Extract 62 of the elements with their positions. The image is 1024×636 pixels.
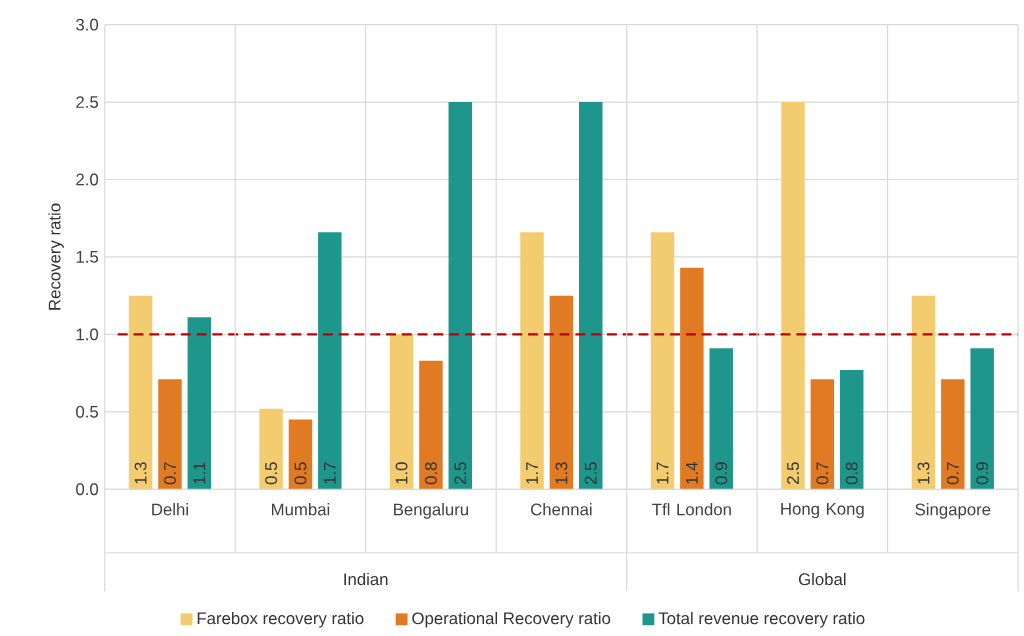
y-tick-label: 3.0 xyxy=(76,18,99,31)
bar xyxy=(680,267,704,490)
y-tick-label: 0.0 xyxy=(76,483,99,496)
bar xyxy=(520,232,544,490)
bar xyxy=(259,408,283,490)
bar xyxy=(448,102,473,490)
bar xyxy=(650,232,675,490)
data-label: 1.0 xyxy=(395,462,408,484)
data-label: 0.5 xyxy=(294,462,307,485)
data-label: 2.5 xyxy=(454,462,467,484)
data-label: 1.4 xyxy=(686,461,698,484)
bar xyxy=(911,295,936,490)
x-tick-label: Chennai xyxy=(531,503,592,516)
y-tick-label: 1.0 xyxy=(76,328,99,341)
x-tick-label: Tfl London xyxy=(652,503,731,516)
x-tick-label: Mumbai xyxy=(271,503,330,516)
bar xyxy=(318,232,342,490)
data-label: 0.9 xyxy=(976,462,989,485)
x-tick-label: Bengaluru xyxy=(394,503,468,519)
bar xyxy=(810,379,835,490)
text: Indian xyxy=(344,572,388,586)
bar xyxy=(128,295,153,490)
bar xyxy=(187,317,212,490)
data-label: 0.7 xyxy=(946,462,959,485)
bar xyxy=(970,348,994,490)
data-label: 1.3 xyxy=(555,462,568,484)
legend-label: Operational Recovery ratio xyxy=(412,611,611,628)
bar xyxy=(288,419,313,490)
x-tick-label: Singapore xyxy=(915,503,991,519)
data-label: 1.3 xyxy=(917,462,930,484)
bar xyxy=(389,334,414,490)
bar xyxy=(709,348,733,490)
x-tick-label: Delhi xyxy=(152,503,188,516)
data-label: 0.7 xyxy=(816,462,829,485)
data-label: 1.7 xyxy=(656,462,669,484)
legend-label: Farebox recovery ratio xyxy=(197,611,364,628)
bar xyxy=(941,379,965,490)
data-label: 0.9 xyxy=(715,462,728,485)
data-label: 1.7 xyxy=(526,462,538,484)
y-tick-label: 2.0 xyxy=(76,173,99,186)
data-label: 0.8 xyxy=(845,462,858,485)
data-label: 1.7 xyxy=(324,462,336,484)
bar xyxy=(419,360,443,490)
bar xyxy=(579,102,603,490)
data-label: 1.3 xyxy=(134,462,147,484)
y-axis-title: Recovery ratio xyxy=(48,203,64,310)
data-label: 2.5 xyxy=(584,462,597,484)
data-label: 2.5 xyxy=(787,462,799,484)
data-label: 0.5 xyxy=(265,462,278,485)
text: Global xyxy=(798,572,846,586)
data-label: 0.7 xyxy=(164,462,176,485)
bar xyxy=(158,379,182,490)
data-label: 1.1 xyxy=(193,462,206,484)
y-tick-label: 0.5 xyxy=(76,405,99,418)
x-tick-label: Hong Kong xyxy=(781,503,864,519)
bar xyxy=(549,295,574,490)
bar xyxy=(781,102,805,490)
y-tick-label: 1.5 xyxy=(76,251,99,263)
legend-label: Total revenue recovery ratio xyxy=(658,611,865,628)
y-tick-label: 2.5 xyxy=(76,96,99,108)
bar xyxy=(839,369,864,490)
data-label: 0.8 xyxy=(425,462,437,485)
